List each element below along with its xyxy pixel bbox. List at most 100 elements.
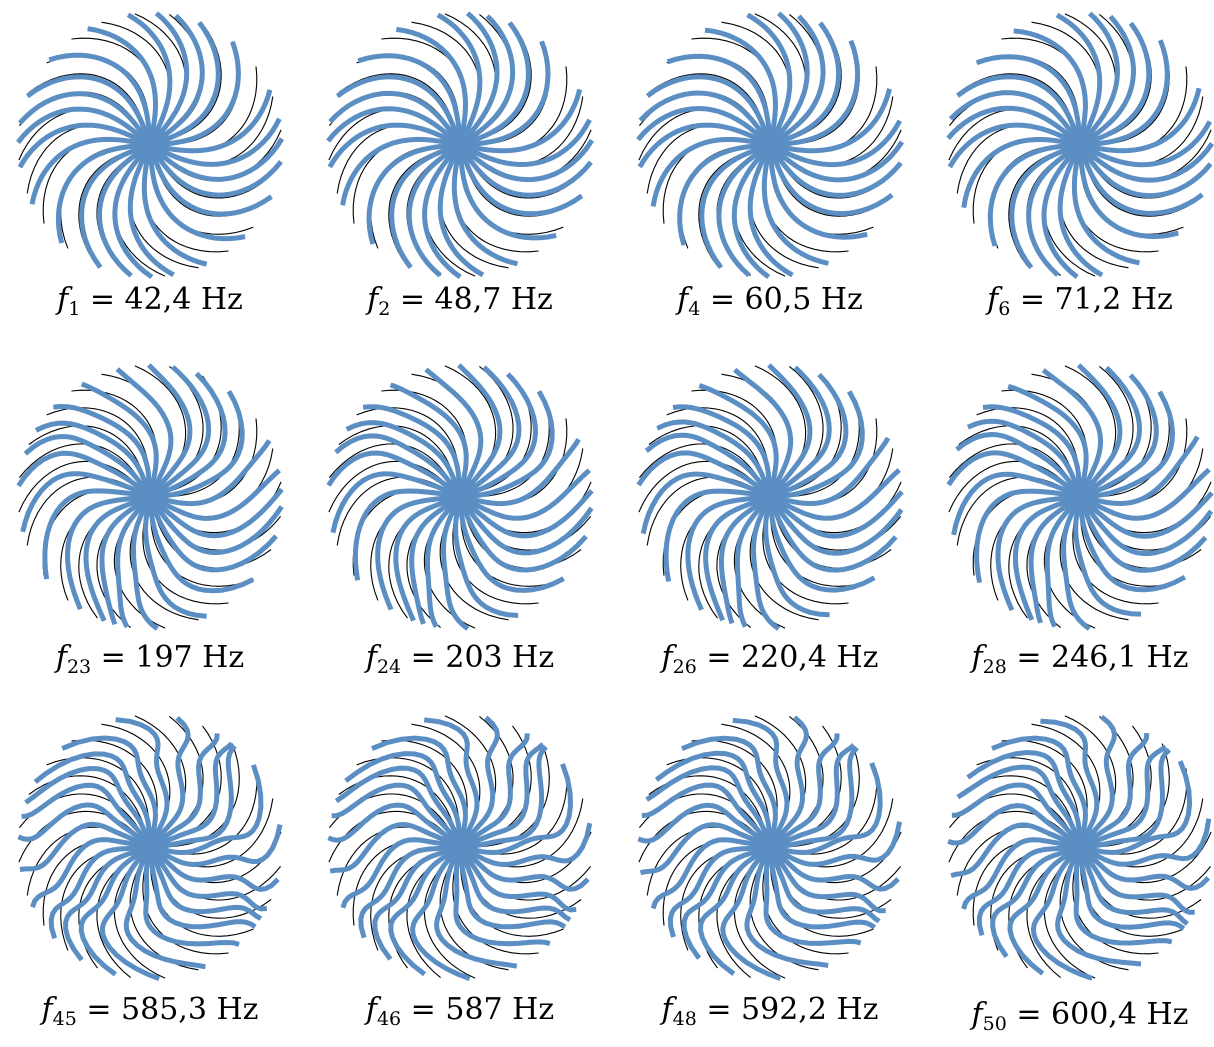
frequency-unit: Hz: [820, 282, 863, 317]
frequency-value: 220,4: [741, 640, 827, 675]
deformed-blade-curve: [423, 717, 480, 849]
deformed-blade-curve: [424, 367, 484, 499]
deformed-blade-curve: [434, 845, 518, 969]
deformed-blade-curve: [1040, 718, 1100, 849]
deformed-blade-curve: [441, 495, 470, 631]
deformed-blade-curve: [410, 845, 471, 981]
mode-index: 28: [982, 656, 1007, 678]
frequency-value: 246,1: [1051, 640, 1137, 675]
deformed-blade-curve: [995, 494, 1081, 612]
deformed-blade-curve: [29, 136, 151, 205]
deformed-blade-curve: [744, 845, 829, 968]
deformed-blade-curve: [457, 144, 557, 241]
deformed-blade-curve: [768, 468, 901, 521]
deformed-blade-curve: [1041, 143, 1082, 279]
deformed-blade-curve: [340, 837, 461, 909]
deformed-blade-curve: [147, 144, 273, 217]
deformed-blade-curve: [948, 90, 1083, 147]
mode-index: 2: [378, 298, 391, 320]
deformed-blade-curve: [30, 837, 151, 909]
deformed-blade-curve: [1078, 14, 1136, 148]
frequency-unit: Hz: [512, 992, 555, 1027]
panel-f50: f50 = 600,4 Hz: [930, 702, 1214, 1047]
frequency-caption: f23 = 197 Hz: [55, 640, 245, 678]
deformed-blade-curve: [115, 367, 174, 499]
deformed-blade-curve: [123, 845, 206, 970]
deformed-blade-curve: [48, 52, 153, 146]
deformed-blade-curve: [458, 468, 591, 521]
deformed-blade-curve: [328, 90, 463, 147]
deformed-blade-curve: [1044, 495, 1082, 628]
deformed-blade-curve: [147, 846, 257, 930]
deformed-blade-curve: [148, 487, 284, 539]
deformed-blade-curve: [331, 782, 463, 849]
deformed-blade-curve: [946, 105, 1082, 147]
deformed-blade-curve: [79, 142, 151, 269]
deformed-blade-curve: [1041, 368, 1103, 499]
deformed-blade-curve: [1061, 495, 1091, 631]
deformed-blade-curve: [148, 845, 280, 892]
deformed-blade-curve: [143, 846, 240, 947]
deformed-blade-curve: [409, 494, 462, 625]
deformed-blade-curve: [393, 494, 461, 622]
deformed-blade-curve: [55, 142, 151, 244]
deformed-blade-curve: [767, 846, 877, 930]
deformed-blade-curve: [1077, 143, 1213, 199]
deformed-blade-curve: [143, 496, 207, 619]
deformed-blade-curve: [78, 844, 152, 977]
deformed-blade-curve: [457, 845, 577, 913]
deformed-blade-curve: [645, 765, 773, 848]
deformed-blade-curve: [80, 381, 159, 498]
deformed-blade-curve: [141, 144, 208, 267]
frequency-unit: Hz: [1146, 640, 1189, 675]
frequency-caption: f45 = 585,3 Hz: [41, 992, 259, 1030]
deformed-blade-curve: [637, 802, 772, 849]
deformed-blade-curve: [1077, 495, 1214, 556]
mode-shape-plot: [637, 715, 903, 981]
deformed-blade-curve: [147, 846, 263, 921]
deformed-blade-curve: [769, 21, 842, 148]
deformed-blade-curve: [1079, 39, 1170, 148]
frequency-value: 42,4: [124, 282, 192, 317]
deformed-blade-curve: [459, 372, 538, 500]
deformed-blade-curve: [955, 432, 1083, 499]
deformed-blade-curve: [947, 122, 1082, 169]
deformed-blade-curve: [956, 74, 1083, 146]
deformed-blade-curve: [636, 450, 772, 499]
deformed-blade-curve: [663, 488, 771, 582]
deformed-blade-curve: [768, 14, 826, 148]
deformed-blade-curve: [987, 142, 1081, 247]
deformed-blade-curve: [769, 88, 892, 154]
deformed-blade-curve: [1078, 11, 1120, 147]
deformed-blade-curve: [362, 404, 463, 498]
frequency-value: 592,2: [741, 992, 827, 1027]
frequency-value: 585,3: [121, 992, 207, 1027]
deformed-blade-curve: [769, 372, 849, 500]
mode-shape-plot: [636, 363, 904, 631]
deformed-blade-curve: [645, 74, 773, 146]
deformed-blade-curve: [388, 844, 462, 977]
deformed-blade-curve: [961, 137, 1081, 209]
mode-shape-plot: [947, 714, 1212, 981]
deformed-blade-curve: [666, 53, 773, 146]
frequency-value: 71,2: [1054, 282, 1122, 317]
deformed-blade-curve: [33, 751, 153, 848]
deformed-blade-curve: [716, 142, 772, 278]
deformed-blade-curve: [458, 118, 592, 167]
deformed-blade-curve: [53, 404, 153, 498]
deformed-blade-curve: [1073, 846, 1173, 946]
deformed-blade-curve: [457, 846, 567, 930]
deformed-blade-curve: [636, 106, 772, 147]
mode-index: 48: [672, 1008, 697, 1030]
deformed-blade-curve: [63, 844, 151, 962]
deformed-blade-curve: [330, 471, 462, 534]
deformed-blade-curve: [1077, 496, 1187, 593]
deformed-blade-curve: [366, 142, 461, 245]
deformed-blade-curve: [1028, 494, 1082, 624]
deformed-blade-curve: [650, 837, 771, 910]
deformed-blade-curve: [148, 733, 220, 850]
deformed-blade-curve: [767, 144, 894, 217]
frequency-symbol: f: [677, 282, 689, 317]
deformed-blade-curve: [1079, 748, 1172, 850]
deformed-blade-curve: [19, 821, 152, 873]
